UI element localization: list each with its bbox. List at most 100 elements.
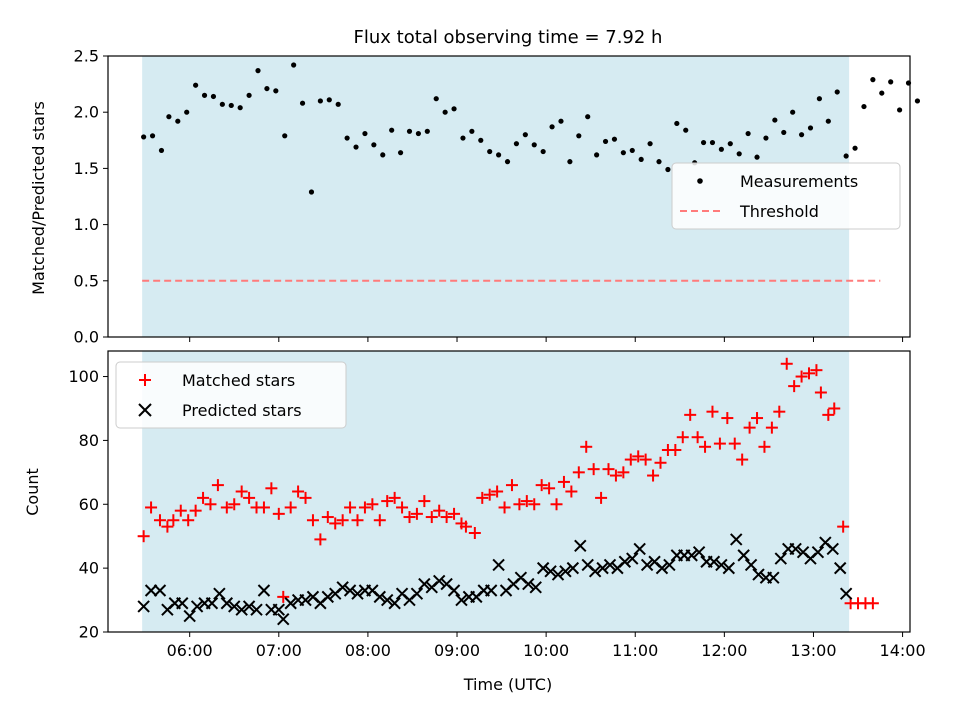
data-point <box>213 587 226 600</box>
data-point <box>837 520 850 533</box>
data-point <box>373 514 386 527</box>
data-point <box>861 103 867 110</box>
data-point <box>692 545 706 559</box>
data-point <box>137 600 150 613</box>
y-tick-label: 0.5 <box>74 271 99 290</box>
data-point <box>498 501 511 514</box>
data-point <box>699 440 712 453</box>
data-point <box>713 437 726 450</box>
data-point <box>618 555 632 568</box>
data-point <box>144 584 158 597</box>
data-point <box>201 92 208 98</box>
data-point <box>594 152 600 158</box>
data-point <box>839 587 853 600</box>
count-y-axis-label: Count <box>23 468 42 516</box>
data-point <box>691 431 704 444</box>
data-point <box>455 593 468 607</box>
data-point <box>828 402 841 415</box>
x-tick-label: 09:00 <box>434 641 480 660</box>
data-point <box>513 141 520 147</box>
x-tick-label: 13:00 <box>790 641 836 660</box>
data-point <box>381 593 394 607</box>
data-point <box>243 491 256 504</box>
data-point <box>469 128 475 134</box>
data-point <box>549 124 555 130</box>
data-point <box>487 148 493 155</box>
data-point <box>424 128 430 134</box>
data-point <box>751 412 764 425</box>
data-point <box>314 533 327 546</box>
data-point <box>277 590 290 603</box>
data-point <box>744 558 758 572</box>
data-point <box>440 511 453 524</box>
data-point <box>647 141 653 147</box>
data-point <box>743 421 756 434</box>
data-point <box>166 114 172 120</box>
data-point <box>567 159 573 165</box>
data-point <box>574 539 587 552</box>
data-point <box>220 501 233 514</box>
data-point <box>811 545 825 559</box>
x-tick-label: 11:00 <box>612 641 658 660</box>
data-point <box>788 380 801 393</box>
data-point <box>513 498 526 511</box>
data-point <box>299 593 312 607</box>
data-point <box>595 491 608 504</box>
data-point <box>175 118 181 124</box>
data-point <box>161 520 174 533</box>
legend-marker-matched <box>139 374 151 386</box>
data-point <box>321 590 335 604</box>
data-point <box>888 79 894 85</box>
data-point <box>460 135 466 141</box>
data-point <box>727 141 733 147</box>
data-point <box>795 370 808 383</box>
data-point <box>765 421 778 434</box>
data-point <box>843 153 849 159</box>
data-point <box>543 482 556 495</box>
data-point <box>602 138 609 145</box>
data-point <box>674 120 680 127</box>
data-point <box>781 129 787 136</box>
data-point <box>522 577 535 591</box>
data-point <box>665 166 671 173</box>
data-point <box>617 466 630 479</box>
legend-marker-predicted <box>138 403 152 417</box>
data-point <box>358 501 371 514</box>
data-point <box>879 90 885 96</box>
data-point <box>822 408 835 421</box>
data-point <box>897 107 903 113</box>
data-point <box>189 504 202 517</box>
data-point <box>273 88 279 94</box>
data-point <box>620 150 626 156</box>
x-axis-label: Time (UTC) <box>463 675 552 694</box>
data-point <box>228 600 241 613</box>
data-point <box>451 106 457 112</box>
data-point <box>745 130 751 137</box>
data-point <box>780 357 793 370</box>
data-point <box>433 504 446 517</box>
data-point <box>810 364 823 377</box>
data-point <box>389 127 395 133</box>
y-tick-label: 80 <box>79 431 99 450</box>
data-point <box>772 117 778 123</box>
data-point <box>834 89 840 95</box>
data-point <box>492 558 505 572</box>
data-point <box>763 135 769 141</box>
count-marks <box>137 357 879 626</box>
data-point <box>197 491 210 504</box>
data-point <box>237 105 243 111</box>
data-point <box>235 603 248 616</box>
y-tick-label: 2.5 <box>74 47 99 66</box>
data-point <box>550 498 563 511</box>
data-point <box>284 597 297 610</box>
data-point <box>557 475 570 488</box>
data-point <box>551 568 565 581</box>
data-point <box>914 98 920 104</box>
data-point <box>366 498 379 511</box>
data-point <box>535 479 548 492</box>
legend-label-threshold: Threshold <box>739 202 819 221</box>
y-tick-label: 0.0 <box>74 328 99 347</box>
data-point <box>308 189 315 195</box>
y-tick-label: 1.0 <box>74 215 99 234</box>
